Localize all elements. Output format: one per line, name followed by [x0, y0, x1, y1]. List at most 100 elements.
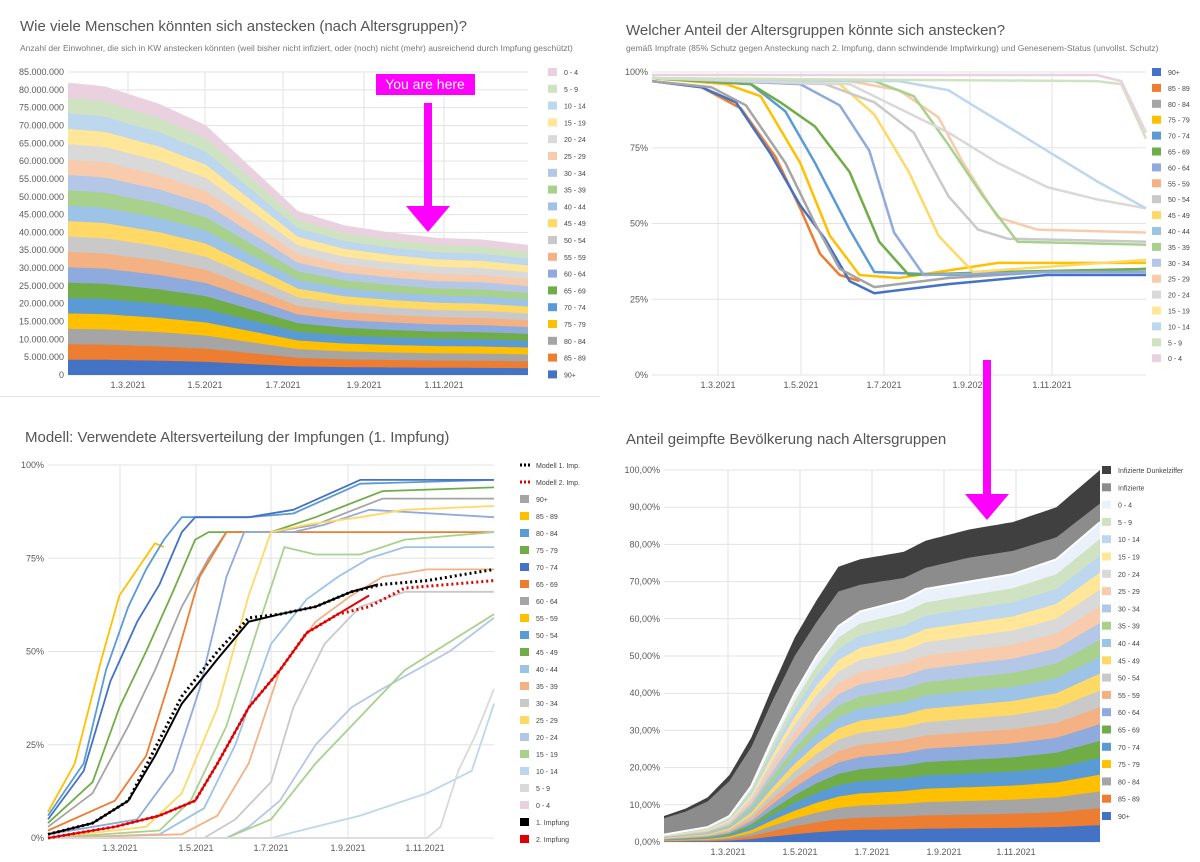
legend-item-swatch	[520, 801, 529, 809]
legend-item: 75 - 79	[1168, 118, 1190, 125]
legend-item: 5 - 9	[1168, 340, 1182, 347]
y-tick-label: 80,00%	[629, 539, 660, 549]
legend-item-swatch	[548, 303, 557, 312]
legend-item: 80 - 84	[536, 531, 558, 538]
legend-item-swatch	[1152, 83, 1161, 92]
legend-item: 25 - 29	[564, 154, 586, 161]
legend-item-swatch	[1152, 322, 1161, 331]
line-series	[651, 79, 1146, 295]
legend-item-swatch	[1152, 242, 1161, 251]
line-series	[652, 73, 1148, 134]
y-tick-label: 45.000.000	[19, 210, 64, 220]
chart-svg: 0% 25% 50% 75% 100% 1.3.2021 1.5.2021 1.7.2021 1…	[625, 67, 1190, 390]
line-series	[47, 531, 494, 832]
y-tick-label: 35.000.000	[19, 245, 64, 255]
legend-item-swatch	[1102, 690, 1111, 699]
legend-item-swatch	[548, 118, 557, 127]
legend-item-swatch	[520, 580, 529, 588]
legend-item: 90+	[1168, 70, 1180, 77]
line-series	[47, 479, 495, 817]
legend-item: 60 - 64	[564, 272, 586, 279]
legend-item: 35 - 39	[564, 188, 586, 195]
chart-svg: 0% 25% 50% 75% 100% 1.3.2021 1.5.2021 1.7.2021 1…	[21, 460, 580, 853]
legend-item: 55 - 59	[1168, 181, 1190, 188]
legend-item: 5 - 9	[564, 87, 578, 94]
legend-item: 15 - 19	[1118, 555, 1140, 562]
x-tick-label: 1.11.2021	[424, 380, 463, 390]
line-series	[47, 531, 495, 839]
legend-item: 85 - 89	[536, 514, 558, 521]
y-tick-label: 50.000.000	[19, 192, 64, 202]
legend-item: 1. Impfung	[536, 820, 569, 827]
line-series	[651, 79, 860, 283]
legend-item: 40 - 44	[1168, 229, 1190, 236]
legend-item: 65 - 69	[564, 288, 586, 295]
legend-item: Infizierte Dunkelziffer	[1118, 468, 1184, 475]
legend-item: 20 - 24	[1118, 572, 1140, 579]
legend-item: 30 - 34	[564, 171, 586, 178]
y-tick-label: 75%	[630, 143, 648, 153]
y-tick-label: 70,00%	[629, 577, 660, 587]
line-series	[47, 497, 494, 828]
legend-item-swatch	[1102, 535, 1111, 544]
line-series	[651, 76, 1147, 210]
legend-item-swatch	[548, 202, 557, 211]
legend-item: 70 - 74	[536, 565, 558, 572]
y-tick-label: 100%	[21, 460, 44, 470]
legend-item: 20 - 24	[564, 137, 586, 144]
chart-subtitle: gemäß Impfrate (85% Schutz gegen Ansteck…	[626, 43, 1159, 53]
legend-item: 35 - 39	[1118, 624, 1140, 631]
y-tick-label: 0%	[635, 370, 648, 380]
y-tick-label: 10,00%	[629, 800, 660, 810]
line-series	[651, 76, 1148, 140]
legend-item: 10 - 14	[564, 104, 586, 111]
chart-panel-vaccination-model: Modell: Verwendete Altersverteilung der …	[0, 400, 600, 862]
y-tick-label: 60,00%	[629, 614, 660, 624]
legend-item: 30 - 34	[1168, 261, 1190, 268]
y-tick-label: 60.000.000	[19, 156, 64, 166]
y-tick-label: 40.000.000	[19, 227, 64, 237]
x-tick-label: 1.11.2021	[405, 843, 444, 853]
line-series	[47, 508, 495, 836]
vaccinated-boundary	[663, 521, 1101, 836]
y-tick-label: 40,00%	[629, 688, 660, 698]
legend-item: Infizierte	[1118, 485, 1145, 492]
legend-item-swatch	[1102, 725, 1111, 734]
legend-item: 25 - 29	[1168, 277, 1190, 284]
x-tick-label: 1.7.2021	[253, 843, 288, 853]
line-series	[47, 594, 370, 839]
legend-item-swatch	[1152, 115, 1161, 124]
legend-item: 45 - 49	[536, 650, 558, 657]
legend-item: 30 - 34	[536, 701, 558, 708]
legend-item-swatch	[1152, 227, 1161, 235]
legend-item: 15 - 19	[536, 752, 558, 759]
legend-item: 2. Impfung	[536, 837, 569, 844]
legend-item-swatch	[548, 252, 557, 261]
y-tick-label: 75.000.000	[19, 103, 64, 113]
legend-item-swatch	[1102, 500, 1111, 509]
legend-item-swatch	[1152, 195, 1161, 204]
legend-item: Modell 1. Imp.	[536, 463, 580, 470]
line-series	[47, 583, 379, 836]
legend-item-swatch	[520, 784, 529, 792]
legend-item: 15 - 19	[564, 120, 586, 127]
legend-item-swatch	[520, 750, 529, 758]
legend-item-swatch	[520, 495, 529, 503]
legend-item: 20 - 24	[1168, 293, 1190, 300]
chart-title: Wie viele Menschen könnten sich anstecke…	[20, 18, 467, 35]
legend-item-swatch	[520, 529, 529, 537]
line-series	[651, 76, 1147, 243]
legend-item-swatch	[1152, 338, 1161, 347]
legend-item-swatch	[1102, 656, 1111, 665]
legend-item-swatch	[520, 631, 529, 639]
y-tick-label: 90,00%	[629, 502, 660, 512]
you-are-here-badge	[376, 74, 475, 95]
y-tick-label: 30,00%	[629, 725, 660, 735]
y-tick-label: 50%	[630, 219, 648, 229]
you-are-here-label: You are here	[385, 76, 465, 92]
legend-item-swatch	[548, 269, 557, 278]
legend-item: 85 - 89	[1168, 86, 1190, 93]
chart-title: Anteil geimpfte Bevölkerung nach Altersg…	[626, 431, 947, 448]
legend-item-swatch	[548, 370, 557, 379]
legend-item: 75 - 79	[536, 548, 558, 555]
